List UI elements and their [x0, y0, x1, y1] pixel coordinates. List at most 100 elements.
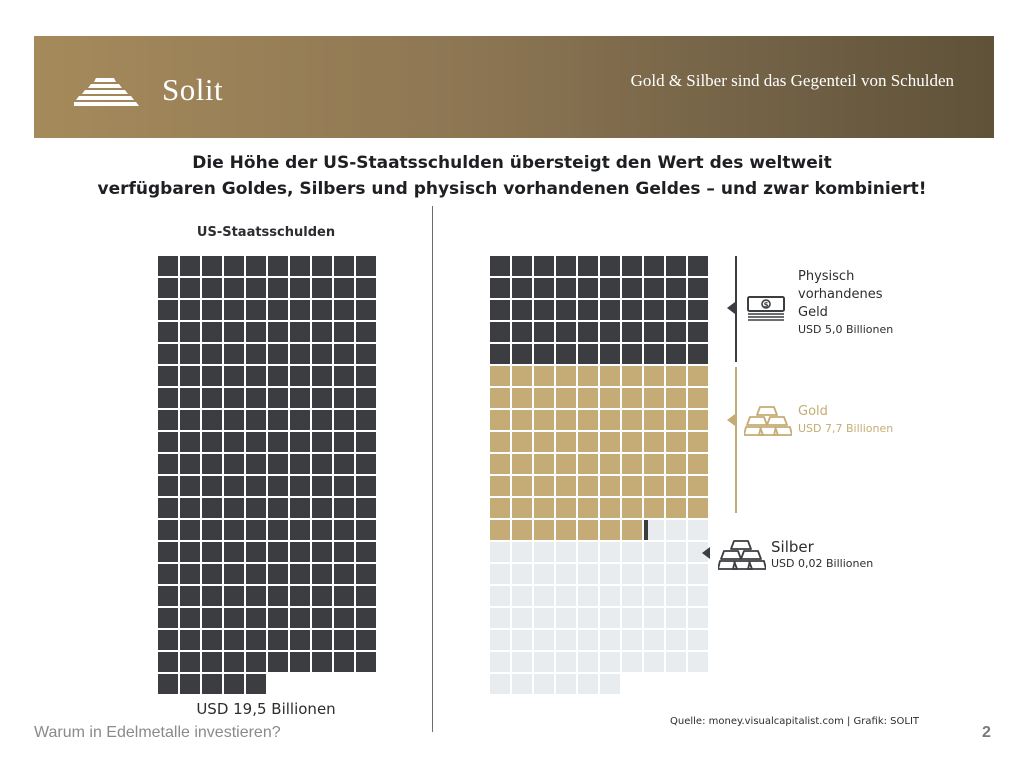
- cash-square: [490, 278, 510, 298]
- debt-square: [246, 586, 266, 606]
- debt-square: [246, 520, 266, 540]
- remainder-square: [578, 674, 598, 694]
- debt-square: [224, 410, 244, 430]
- gold-square: [600, 388, 620, 408]
- remainder-square: [666, 608, 686, 628]
- debt-square: [224, 674, 244, 694]
- debt-square: [180, 454, 200, 474]
- cash-square: [666, 256, 686, 276]
- debt-square: [312, 410, 332, 430]
- remainder-square: [556, 542, 576, 562]
- debt-square: [224, 388, 244, 408]
- gold-square: [490, 476, 510, 496]
- remainder-square: [666, 520, 686, 540]
- debt-square: [202, 432, 222, 452]
- gold-square: [600, 410, 620, 430]
- debt-square: [158, 278, 178, 298]
- debt-square: [312, 300, 332, 320]
- remainder-square: [688, 520, 708, 540]
- remainder-square: [600, 674, 620, 694]
- debt-square: [334, 300, 354, 320]
- debt-square: [224, 432, 244, 452]
- debt-square: [290, 388, 310, 408]
- gold-square: [534, 366, 554, 386]
- debt-square: [202, 674, 222, 694]
- cash-square: [490, 322, 510, 342]
- debt-square: [180, 366, 200, 386]
- remainder-square: [666, 542, 686, 562]
- page-number: 2: [982, 724, 991, 741]
- gold-square: [688, 432, 708, 452]
- gold-square: [622, 520, 642, 540]
- cash-square: [512, 322, 532, 342]
- remainder-square: [512, 630, 532, 650]
- gold-square: [666, 410, 686, 430]
- cash-square: [556, 300, 576, 320]
- debt-square: [356, 388, 376, 408]
- debt-square: [246, 564, 266, 584]
- debt-square: [180, 520, 200, 540]
- debt-square: [180, 432, 200, 452]
- gold-square: [556, 520, 576, 540]
- cash-square: [490, 256, 510, 276]
- debt-square: [356, 256, 376, 276]
- debt-square: [158, 586, 178, 606]
- debt-square: [202, 542, 222, 562]
- gold-square: [556, 498, 576, 518]
- debt-square: [290, 300, 310, 320]
- gold-square: [622, 388, 642, 408]
- remainder-square: [534, 608, 554, 628]
- debt-square: [290, 586, 310, 606]
- remainder-square: [622, 630, 642, 650]
- debt-square: [158, 498, 178, 518]
- gold-square: [578, 498, 598, 518]
- debt-square: [356, 652, 376, 672]
- legend-silver-name: Silber: [771, 538, 814, 556]
- debt-square: [334, 454, 354, 474]
- gold-square: [578, 476, 598, 496]
- debt-square: [356, 322, 376, 342]
- cash-square: [556, 344, 576, 364]
- silver-pointer: [702, 547, 710, 559]
- debt-square: [356, 608, 376, 628]
- debt-square: [202, 300, 222, 320]
- gold-square: [644, 432, 664, 452]
- debt-square: [334, 322, 354, 342]
- debt-square: [224, 278, 244, 298]
- cash-square: [556, 256, 576, 276]
- debt-square: [202, 520, 222, 540]
- debt-square: [158, 564, 178, 584]
- debt-square: [246, 674, 266, 694]
- remainder-square: [644, 652, 664, 672]
- cash-square: [622, 322, 642, 342]
- remainder-square: [688, 564, 708, 584]
- debt-square: [356, 520, 376, 540]
- debt-square: [180, 564, 200, 584]
- debt-square: [290, 498, 310, 518]
- gold-square: [556, 366, 576, 386]
- headline-line-1: Die Höhe der US-Staatsschulden übersteig…: [192, 153, 832, 173]
- debt-square: [224, 300, 244, 320]
- cash-square: [688, 278, 708, 298]
- gold-square: [644, 366, 664, 386]
- legend-gold-value: USD 7,7 Billionen: [798, 422, 894, 435]
- cash-square: [600, 344, 620, 364]
- debt-square: [202, 476, 222, 496]
- debt-square: [246, 608, 266, 628]
- debt-square: [290, 410, 310, 430]
- debt-square: [290, 652, 310, 672]
- gold-square: [666, 476, 686, 496]
- debt-total-label: USD 19,5 Billionen: [196, 700, 336, 718]
- debt-square: [312, 388, 332, 408]
- remainder-square: [490, 630, 510, 650]
- remainder-square: [512, 542, 532, 562]
- remainder-square: [600, 564, 620, 584]
- debt-square: [180, 652, 200, 672]
- gold-square: [578, 366, 598, 386]
- remainder-square: [666, 630, 686, 650]
- debt-square: [356, 432, 376, 452]
- debt-square: [268, 520, 288, 540]
- gold-bars-icon: [744, 406, 792, 436]
- debt-square: [202, 498, 222, 518]
- debt-square: [202, 344, 222, 364]
